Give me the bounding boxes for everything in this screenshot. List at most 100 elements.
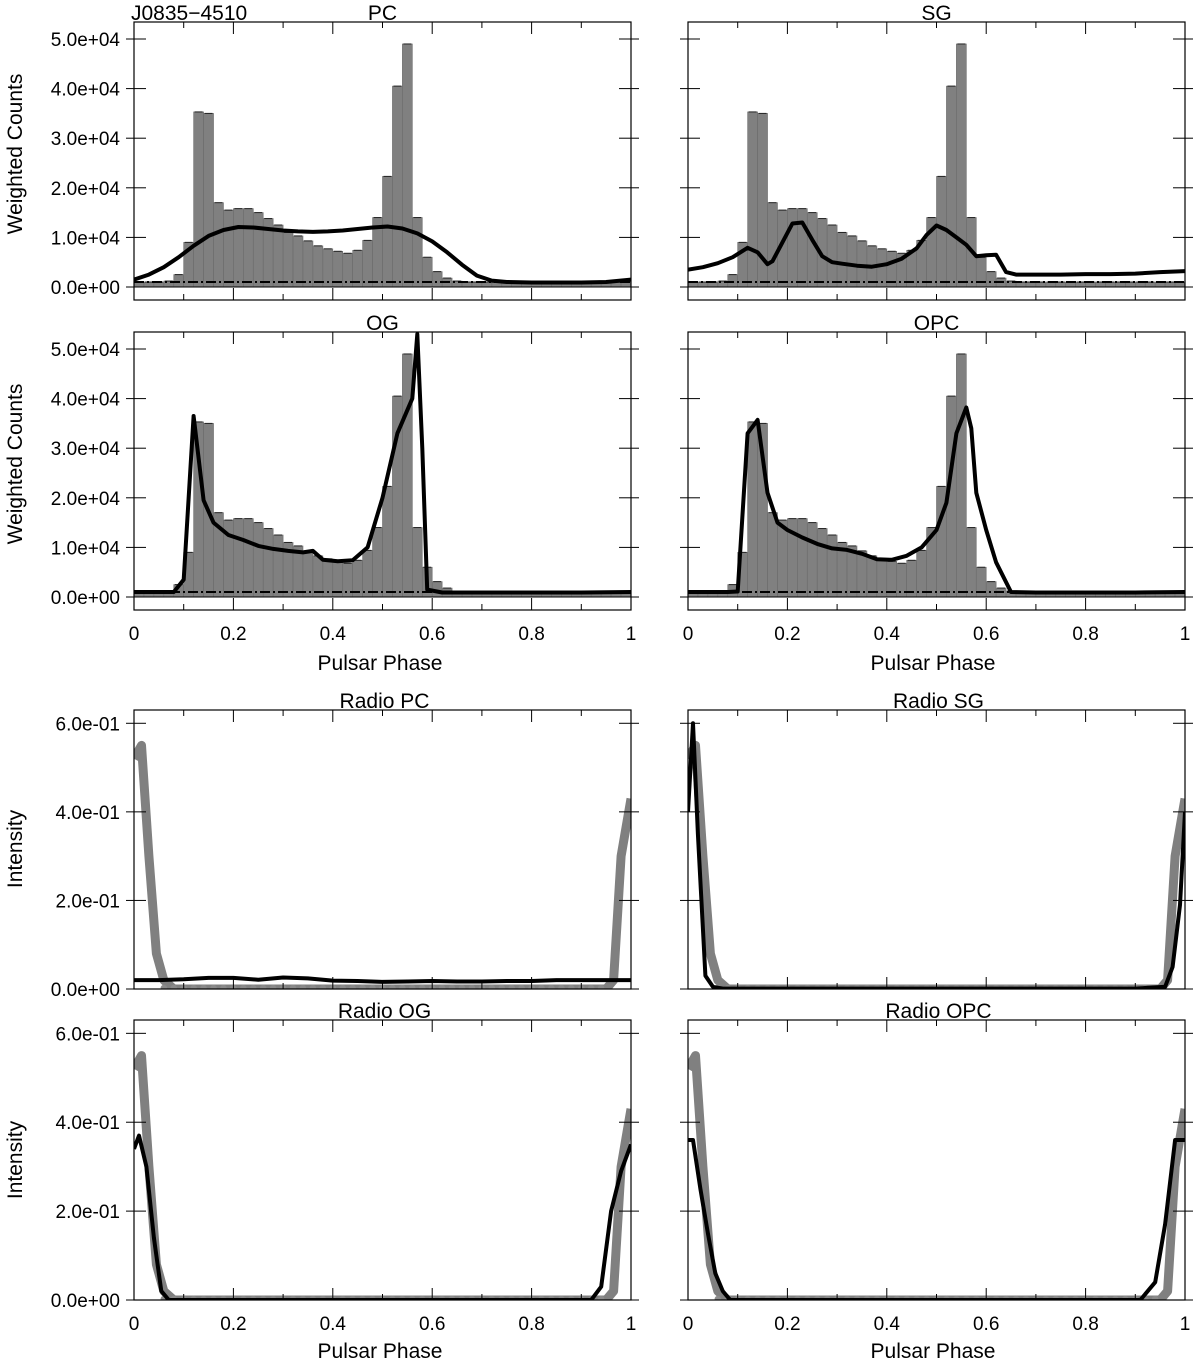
histogram-bar xyxy=(243,518,254,598)
panel-gamma-sg: SG xyxy=(680,2,1193,301)
histogram-bar xyxy=(956,43,967,288)
plot-frame xyxy=(133,709,632,990)
radio-y-title-bottom: Intensity xyxy=(4,1120,27,1199)
observed-baseline-point xyxy=(250,984,257,989)
panel-gamma-og: 0 0.2 0.4 0.6 0.8 1 0.0e+00 1.0e+04 2.0e+04 3.0e+… xyxy=(51,312,639,645)
observed-baseline-point xyxy=(468,984,476,989)
histogram-bar xyxy=(362,240,373,288)
observed-baseline-point xyxy=(359,984,366,989)
observed-radio-profile xyxy=(134,740,631,989)
plot-frame xyxy=(687,1019,1186,1301)
histogram-bar xyxy=(252,522,264,598)
histogram-bar xyxy=(747,421,758,598)
observed-baseline-point xyxy=(389,984,396,989)
x-tick-label: 0 xyxy=(129,624,140,645)
histogram-bar xyxy=(173,274,184,288)
histogram-bar xyxy=(797,208,808,288)
observed-baseline-point xyxy=(200,984,207,989)
y-tick-label: 3.0e+04 xyxy=(51,439,121,460)
histogram-bar xyxy=(946,85,957,288)
observed-baseline-point xyxy=(369,984,376,989)
model-lightcurve xyxy=(134,224,631,285)
histogram-bar xyxy=(272,224,284,288)
x-tick-label: 0.8 xyxy=(518,1314,544,1335)
y-tick-label: 3.0e+04 xyxy=(51,129,121,150)
panel-title: OG xyxy=(366,312,399,335)
model-lightcurve xyxy=(688,220,1185,277)
histogram-bar xyxy=(382,486,393,598)
x-title-radio-left: Pulsar Phase xyxy=(318,1340,443,1362)
plot-frame xyxy=(687,709,1186,990)
observed-baseline-point xyxy=(349,984,356,989)
observed-baseline-point xyxy=(714,1295,722,1300)
histogram-bar xyxy=(816,528,828,598)
observed-baseline-point xyxy=(488,984,496,989)
panel-title: Radio OG xyxy=(338,1000,431,1023)
histogram-bar xyxy=(252,212,264,288)
histogram-bar xyxy=(787,208,798,288)
histogram-bar xyxy=(312,555,324,598)
histogram-bar xyxy=(382,176,393,288)
panel-radio-pc: 0.0e+00 2.0e-01 4.0e-01 6.0e-01 Radio PC xyxy=(51,690,639,1001)
histogram-bar xyxy=(916,550,927,598)
histogram-bar xyxy=(302,550,314,598)
observed-baseline-point xyxy=(309,984,317,989)
histogram-bar xyxy=(362,550,373,598)
y-tick-label: 2.0e-01 xyxy=(56,891,120,912)
observed-radio-profile xyxy=(688,740,1185,989)
observed-baseline-point xyxy=(548,984,555,989)
histogram-bar xyxy=(836,232,848,288)
y-tick-label: 2.0e+04 xyxy=(51,179,121,200)
gamma-sg-data-layer xyxy=(688,43,1185,288)
x-tick-label: 1 xyxy=(626,1314,637,1335)
observed-radio-profile xyxy=(134,1051,631,1300)
x-title-gamma-left: Pulsar Phase xyxy=(318,652,443,675)
model-lightcurve xyxy=(134,1133,631,1300)
panel-title: Radio PC xyxy=(340,690,430,713)
histogram-bar xyxy=(372,527,383,598)
histogram-bar xyxy=(272,534,284,598)
histogram-bar xyxy=(402,43,413,288)
x-tick-label: 0.2 xyxy=(774,1314,800,1335)
observed-baseline-point xyxy=(170,984,177,989)
x-tick-label: 0 xyxy=(683,624,694,645)
observed-radio-profile xyxy=(688,1051,1185,1300)
x-title-radio-right: Pulsar Phase xyxy=(871,1340,996,1362)
histogram-bar xyxy=(412,527,423,598)
panel-title: SG xyxy=(921,2,951,25)
y-tick-label: 5.0e+04 xyxy=(51,30,121,51)
model-lightcurve xyxy=(688,1138,1185,1300)
observed-baseline-point xyxy=(597,1295,605,1300)
observed-baseline-point xyxy=(438,984,446,989)
x-tick-label: 0.2 xyxy=(220,624,246,645)
histogram-bar xyxy=(767,202,778,288)
x-title-gamma-right: Pulsar Phase xyxy=(871,652,996,675)
gamma-y-title-top: Weighted Counts xyxy=(4,74,27,235)
observed-baseline-point xyxy=(538,984,545,989)
y-tick-label: 0.0e+00 xyxy=(51,588,120,609)
histogram-bar xyxy=(223,209,234,288)
histogram-bar xyxy=(302,240,314,288)
histogram-bar xyxy=(193,111,204,288)
x-tick-label: 0.4 xyxy=(874,624,901,645)
histogram-bar xyxy=(312,245,324,288)
panel-gamma-opc: 0 0.2 0.4 0.6 0.8 1 OPC xyxy=(680,312,1193,645)
histogram-bar xyxy=(262,528,274,598)
observed-baseline-point xyxy=(518,984,525,989)
source-label: J0835−4510 xyxy=(131,2,247,25)
x-tick-label: 0 xyxy=(129,1314,140,1335)
y-tick-label: 1.0e+04 xyxy=(51,538,121,559)
y-tick-label: 0.0e+00 xyxy=(51,1291,120,1312)
x-tick-label: 1 xyxy=(626,624,637,645)
gamma-pc-data-layer xyxy=(134,43,631,288)
x-tick-label: 0.4 xyxy=(874,1314,901,1335)
histogram-bar xyxy=(936,176,947,288)
observed-baseline-point xyxy=(508,984,515,989)
histogram-bar xyxy=(777,519,788,598)
histogram-bar xyxy=(203,113,214,288)
panel-gamma-pc: 0.0e+00 1.0e+04 2.0e+04 3.0e+04 4.0e+04 5.0e+… xyxy=(51,2,639,301)
y-tick-label: 5.0e+04 xyxy=(51,340,121,361)
histogram-bar xyxy=(213,202,224,288)
x-tick-label: 0.6 xyxy=(973,1314,999,1335)
histogram-bar xyxy=(233,518,244,598)
